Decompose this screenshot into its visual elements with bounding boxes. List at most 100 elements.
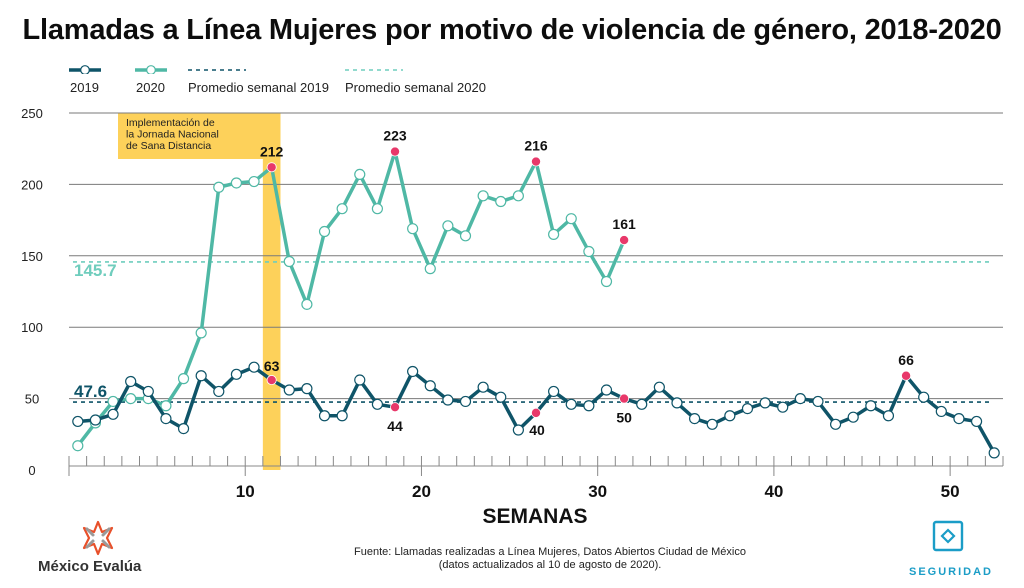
data-point-2019 (847, 411, 859, 423)
data-point-2019 (512, 424, 524, 436)
data-point-2019 (424, 380, 436, 392)
data-point-2020 (283, 255, 295, 268)
data-point-2019 (600, 384, 613, 396)
source-note: Fuente: Llamadas realizadas a Línea Muje… (290, 546, 810, 572)
data-point-2019 (354, 374, 366, 386)
brand-name-right: SEGURIDAD (909, 566, 994, 578)
data-point-2019 (882, 410, 895, 422)
data-label-2019: 63 (264, 358, 280, 374)
data-point-2019 (459, 395, 472, 408)
data-point-2019 (142, 385, 154, 398)
highlight-point-2020 (266, 162, 277, 173)
data-label-2020: 216 (524, 138, 548, 154)
data-point-2019 (988, 447, 1000, 459)
data-point-2019 (741, 402, 754, 415)
seguridad-diamond-icon (932, 520, 964, 552)
legend-label-2020: 2020 (136, 80, 165, 95)
data-point-2020 (495, 195, 507, 208)
y-tick-label: 150 (21, 249, 43, 264)
highlight-point-2019 (266, 375, 277, 386)
highlight-point-2020 (531, 156, 542, 167)
data-point-2019 (407, 365, 419, 378)
data-point-2020 (407, 223, 419, 235)
data-point-2019 (336, 410, 348, 422)
data-point-2019 (548, 385, 560, 398)
highlight-point-2019 (390, 402, 401, 413)
x-tick-label: 40 (764, 482, 783, 501)
data-point-2019 (177, 422, 190, 435)
data-point-2019 (759, 397, 771, 409)
data-label-2019: 40 (529, 422, 545, 438)
x-tick-label: 30 (588, 482, 607, 501)
data-point-2020 (354, 168, 366, 181)
highlight-point-2019 (901, 370, 912, 381)
highlight-point-2020 (619, 235, 630, 246)
data-point-2020 (424, 263, 436, 275)
data-point-2019 (89, 414, 102, 426)
data-point-2019 (777, 401, 789, 413)
y-tick-label: 0 (28, 463, 35, 478)
legend: 2019 2020 Promedio semanal 2019 Promedio… (0, 60, 600, 100)
y-tick-label: 250 (21, 106, 43, 121)
y-tick-label: 200 (21, 177, 43, 192)
data-point-2019 (107, 408, 119, 420)
data-label-2020: 223 (383, 128, 407, 144)
data-point-2019 (689, 412, 701, 425)
legend-swatch-2019 (69, 65, 101, 74)
data-point-2019 (318, 410, 331, 422)
data-point-2019 (706, 418, 718, 430)
legend-label-2019: 2019 (70, 80, 99, 95)
data-label-2020: 161 (612, 216, 636, 232)
data-point-2019 (213, 385, 225, 398)
data-point-2020 (160, 400, 172, 412)
reference-label-2020: 145.7 (74, 261, 117, 280)
highlight-point-2019 (531, 407, 542, 418)
source-line-2: (datos actualizados al 10 de agosto de 2… (438, 559, 662, 571)
data-label-2019: 44 (387, 418, 403, 434)
data-point-2019 (794, 393, 806, 405)
data-label-2020: 212 (260, 143, 284, 159)
data-point-2019 (230, 368, 243, 380)
data-point-2020 (371, 203, 383, 215)
brand-name-left: México Evalúa (38, 558, 142, 575)
x-tick-label: 20 (412, 482, 431, 501)
data-point-2019 (477, 381, 489, 393)
data-point-2019 (812, 395, 824, 408)
highlight-point-2019 (619, 393, 630, 404)
data-point-2020 (600, 275, 613, 288)
annotation-box (118, 113, 281, 159)
data-label-2019: 50 (616, 410, 632, 426)
data-point-2020 (230, 177, 243, 189)
data-point-2020 (318, 225, 331, 238)
data-point-2019 (935, 405, 947, 418)
data-point-2019 (125, 375, 137, 388)
legend-label-avg-2019: Promedio semanal 2019 (188, 80, 329, 95)
legend-label-avg-2020: Promedio semanal 2020 (345, 80, 486, 95)
y-tick-label: 50 (25, 392, 39, 407)
data-point-2019 (442, 394, 454, 406)
legend-swatch-avg-2020 (345, 69, 403, 71)
star-logo-icon (82, 520, 114, 556)
data-point-2020 (548, 228, 560, 240)
data-point-2019 (160, 412, 172, 425)
data-point-2020 (565, 213, 577, 225)
data-point-2019 (72, 415, 84, 428)
annotation-text: de Sana Distancia (126, 140, 211, 152)
legend-swatch-2020 (135, 65, 167, 74)
data-point-2020 (177, 373, 190, 385)
data-point-2020 (459, 230, 472, 242)
data-label-2019: 66 (898, 352, 914, 368)
data-point-2019 (248, 361, 260, 373)
data-point-2019 (495, 391, 507, 403)
source-line-1: Fuente: Llamadas realizadas a Línea Muje… (354, 546, 746, 558)
data-point-2020 (336, 203, 348, 215)
data-point-2019 (583, 400, 595, 412)
data-point-2020 (72, 440, 84, 452)
x-tick-label: 10 (236, 482, 255, 501)
highlight-point-2020 (390, 146, 401, 157)
data-point-2019 (195, 370, 207, 382)
chart-title: Llamadas a Línea Mujeres por motivo de v… (22, 14, 1002, 46)
data-point-2020 (442, 220, 454, 232)
data-point-2020 (213, 181, 225, 193)
